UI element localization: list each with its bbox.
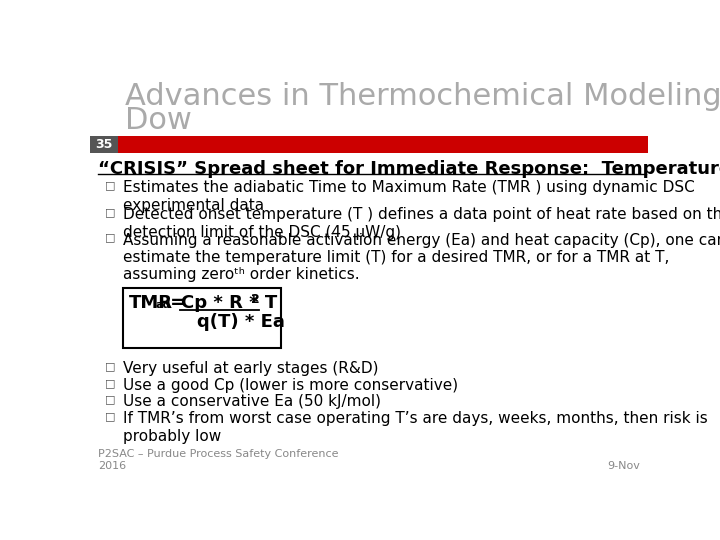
- FancyBboxPatch shape: [122, 288, 282, 348]
- Text: □: □: [105, 233, 115, 242]
- Text: 2: 2: [251, 293, 260, 306]
- Text: □: □: [105, 361, 115, 372]
- Text: Dow: Dow: [125, 106, 192, 136]
- FancyBboxPatch shape: [90, 137, 118, 153]
- Text: Assuming a reasonable activation energy (Ea) and heat capacity (Cp), one can
est: Assuming a reasonable activation energy …: [122, 233, 720, 282]
- Text: 9-Nov: 9-Nov: [608, 461, 640, 470]
- Text: Use a good Cp (lower is more conservative): Use a good Cp (lower is more conservativ…: [122, 378, 458, 393]
- Text: “CRISIS” Spread sheet for Immediate Response:  Temperature Limit from D: “CRISIS” Spread sheet for Immediate Resp…: [98, 160, 720, 178]
- Text: Very useful at early stages (R&D): Very useful at early stages (R&D): [122, 361, 378, 376]
- Text: TMR: TMR: [129, 294, 173, 312]
- Text: □: □: [105, 180, 115, 190]
- Text: P2SAC – Purdue Process Safety Conference
2016: P2SAC – Purdue Process Safety Conference…: [98, 449, 338, 470]
- Text: □: □: [105, 411, 115, 421]
- Text: Detected onset temperature (T ) defines a data point of heat rate based on the
d: Detected onset temperature (T ) defines …: [122, 207, 720, 240]
- Text: ad: ad: [155, 300, 171, 310]
- Text: □: □: [105, 378, 115, 388]
- Text: q(T) * Ea: q(T) * Ea: [197, 313, 285, 330]
- Text: □: □: [105, 207, 115, 217]
- Text: 35: 35: [95, 138, 112, 151]
- Text: If TMR’s from worst case operating T’s are days, weeks, months, then risk is
pro: If TMR’s from worst case operating T’s a…: [122, 411, 707, 444]
- Text: Use a conservative Ea (50 kJ/mol): Use a conservative Ea (50 kJ/mol): [122, 394, 381, 409]
- FancyBboxPatch shape: [118, 137, 648, 153]
- Text: Estimates the adiabatic Time to Maximum Rate (TMR ) using dynamic DSC
experiment: Estimates the adiabatic Time to Maximum …: [122, 180, 694, 213]
- Text: □: □: [105, 394, 115, 404]
- Text: Cp * R * T: Cp * R * T: [181, 294, 278, 312]
- Text: Advances in Thermochemical Modeling – Tools at: Advances in Thermochemical Modeling – To…: [125, 82, 720, 111]
- Text: =: =: [164, 294, 192, 312]
